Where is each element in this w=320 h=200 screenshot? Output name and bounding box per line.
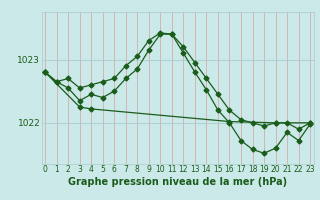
- X-axis label: Graphe pression niveau de la mer (hPa): Graphe pression niveau de la mer (hPa): [68, 177, 287, 187]
